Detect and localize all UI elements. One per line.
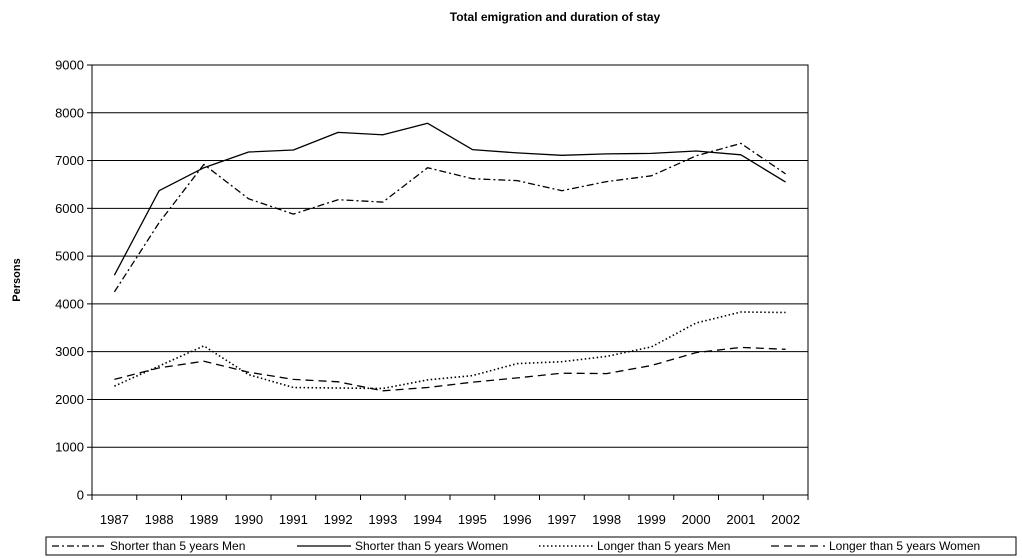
y-tick-label: 2000 — [55, 392, 84, 407]
y-axis-label: Persons — [11, 258, 23, 301]
x-tick-label: 1987 — [100, 512, 129, 527]
legend-box — [45, 536, 1017, 556]
x-tick-label: 1996 — [503, 512, 532, 527]
y-tick-label: 4000 — [55, 296, 84, 311]
x-tick-label: 1994 — [413, 512, 442, 527]
x-tick-label: 2000 — [682, 512, 711, 527]
y-tick-label: 9000 — [55, 58, 84, 73]
legend-label-2: Shorter than 5 years Women — [355, 539, 508, 553]
legend-label-1: Shorter than 5 years Men — [110, 539, 245, 553]
series-line-3 — [114, 311, 786, 390]
x-tick-label: 1995 — [458, 512, 487, 527]
x-tick-label: 1991 — [279, 512, 308, 527]
x-tick-label: 1999 — [637, 512, 666, 527]
plot-area: 0 1000 2000 3000 4000 5000 6000 7000 8000 9000 198… — [55, 58, 809, 527]
y-tick-label: 0 — [77, 488, 84, 503]
x-tick-label: 1988 — [145, 512, 174, 527]
series-line-2 — [113, 122, 786, 276]
y-tick-label: 8000 — [55, 105, 84, 120]
x-tick-label: 1998 — [592, 512, 621, 527]
plot-border — [91, 64, 809, 496]
x-tick-label: 1989 — [189, 512, 218, 527]
x-tick-label: 2001 — [726, 512, 755, 527]
x-tick-label: 1992 — [324, 512, 353, 527]
y-tick-label: 6000 — [55, 201, 84, 216]
y-tick-label: 7000 — [55, 153, 84, 168]
legend: Shorter than 5 years Men Shorter than 5 y… — [45, 536, 1017, 556]
x-tick-label: 1990 — [234, 512, 263, 527]
legend-label-3: Longer than 5 years Men — [597, 539, 730, 553]
y-tick-label: 5000 — [55, 249, 84, 264]
x-tick-label: 1993 — [368, 512, 397, 527]
series-line-1 — [113, 142, 786, 293]
series-line-4 — [114, 346, 786, 392]
chart-title: Total emigration and duration of stay — [450, 10, 661, 24]
y-tick-label: 1000 — [55, 440, 84, 455]
x-tick-label: 2002 — [771, 512, 800, 527]
legend-label-4: Longer than 5 years Women — [829, 539, 980, 553]
x-tick-label: 1997 — [547, 512, 576, 527]
y-tick-label: 3000 — [55, 344, 84, 359]
